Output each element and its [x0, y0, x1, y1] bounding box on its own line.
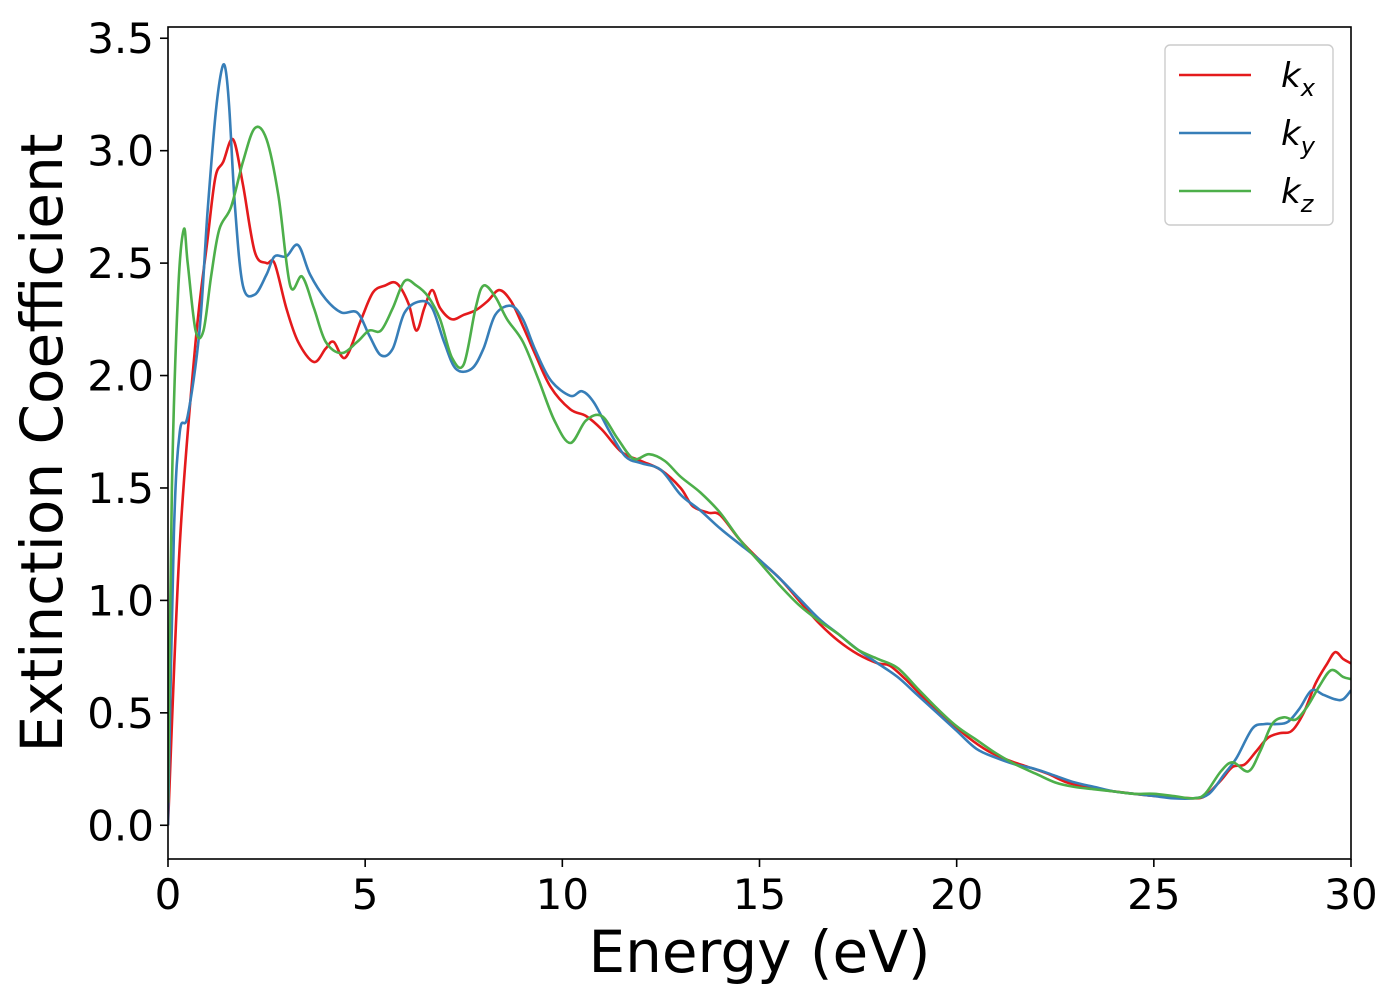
- series-layer: [168, 62, 1351, 826]
- legend-box: [1164, 44, 1334, 226]
- x-tick-label: 20: [930, 870, 983, 919]
- legend-label-y: ky: [1281, 114, 1316, 160]
- y-tick-label: 1.5: [87, 464, 154, 513]
- legend-label-z: kz: [1281, 172, 1315, 218]
- legend: kx ky kz: [1164, 44, 1334, 226]
- x-tick-label: 25: [1127, 870, 1180, 919]
- y-tick-label: 0.5: [87, 689, 154, 738]
- y-tick-label: 2.5: [87, 239, 154, 288]
- y-tick-label: 1.0: [87, 576, 154, 625]
- y-tick-label: 3.5: [87, 14, 154, 63]
- x-axis-title: Energy (eV): [588, 918, 930, 986]
- legend-label-x: kx: [1281, 56, 1316, 102]
- x-tick-label: 15: [733, 870, 786, 919]
- y-tick-label: 3.0: [87, 127, 154, 176]
- x-tick-label: 5: [352, 870, 379, 919]
- x-tick-label: 0: [155, 870, 182, 919]
- y-tick-label: 0.0: [87, 801, 154, 850]
- ticks-layer: 0 5 10 15 20 25 30 0.0 0.5 1.0 1.5 2.0 2.5 3.0 3.5: [87, 14, 1378, 919]
- series-line-x: [168, 137, 1351, 826]
- y-axis-title: Extinction Coefficient: [8, 134, 76, 753]
- y-tick-label: 2.0: [87, 352, 154, 401]
- series-line-y: [168, 62, 1351, 826]
- series-line-z: [168, 125, 1351, 803]
- x-tick-label: 10: [536, 870, 589, 919]
- x-tick-label: 30: [1324, 870, 1377, 919]
